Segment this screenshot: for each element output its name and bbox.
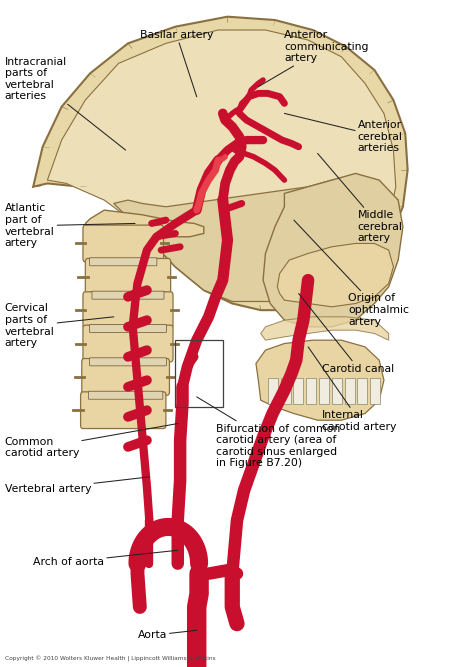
Text: Common
carotid artery: Common carotid artery bbox=[5, 424, 178, 458]
Text: Anterior
cerebral
arteries: Anterior cerebral arteries bbox=[284, 113, 403, 153]
FancyBboxPatch shape bbox=[92, 291, 164, 299]
Text: Cervical
parts of
vertebral
artery: Cervical parts of vertebral artery bbox=[5, 303, 114, 348]
FancyBboxPatch shape bbox=[83, 325, 173, 362]
Text: Intracranial
parts of
vertebral
arteries: Intracranial parts of vertebral arteries bbox=[5, 57, 126, 150]
Text: Copyright © 2010 Wolters Kluwer Health | Lippincott Williams & Wilkins: Copyright © 2010 Wolters Kluwer Health |… bbox=[5, 656, 215, 662]
Polygon shape bbox=[263, 173, 403, 327]
Bar bbox=[345, 378, 355, 404]
Polygon shape bbox=[85, 210, 204, 237]
FancyBboxPatch shape bbox=[85, 258, 171, 295]
Bar bbox=[370, 378, 380, 404]
Bar bbox=[268, 378, 278, 404]
Text: Origin of
ophthalmic
artery: Origin of ophthalmic artery bbox=[294, 220, 410, 327]
Bar bbox=[293, 378, 303, 404]
Text: Anterior
communicating
artery: Anterior communicating artery bbox=[258, 30, 369, 87]
Text: Aorta: Aorta bbox=[137, 630, 197, 640]
Polygon shape bbox=[33, 17, 408, 310]
FancyBboxPatch shape bbox=[88, 391, 163, 399]
FancyBboxPatch shape bbox=[82, 359, 170, 395]
Text: Basilar artery: Basilar artery bbox=[140, 30, 213, 97]
Polygon shape bbox=[277, 243, 393, 307]
FancyBboxPatch shape bbox=[83, 291, 173, 328]
Text: Carotid canal: Carotid canal bbox=[299, 293, 394, 374]
Text: Bifurcation of common
carotid artery (area of
carotid sinus enlarged
in Figure B: Bifurcation of common carotid artery (ar… bbox=[197, 397, 340, 468]
Bar bbox=[357, 378, 367, 404]
Text: Arch of aorta: Arch of aorta bbox=[33, 550, 178, 567]
Bar bbox=[175, 340, 223, 407]
FancyBboxPatch shape bbox=[90, 324, 166, 332]
Polygon shape bbox=[47, 30, 396, 301]
Bar bbox=[306, 378, 316, 404]
Polygon shape bbox=[256, 340, 384, 420]
Text: Middle
cerebral
artery: Middle cerebral artery bbox=[318, 153, 403, 243]
FancyBboxPatch shape bbox=[90, 257, 157, 265]
Polygon shape bbox=[114, 180, 398, 301]
Bar bbox=[319, 378, 329, 404]
Text: Atlantic
part of
vertebral
artery: Atlantic part of vertebral artery bbox=[5, 203, 135, 248]
Polygon shape bbox=[261, 317, 389, 340]
Bar bbox=[281, 378, 291, 404]
Text: Internal
carotid artery: Internal carotid artery bbox=[308, 347, 397, 432]
Text: Vertebral artery: Vertebral artery bbox=[5, 477, 149, 494]
FancyBboxPatch shape bbox=[90, 358, 166, 366]
Bar bbox=[332, 378, 342, 404]
FancyBboxPatch shape bbox=[81, 392, 166, 429]
FancyBboxPatch shape bbox=[83, 225, 164, 261]
